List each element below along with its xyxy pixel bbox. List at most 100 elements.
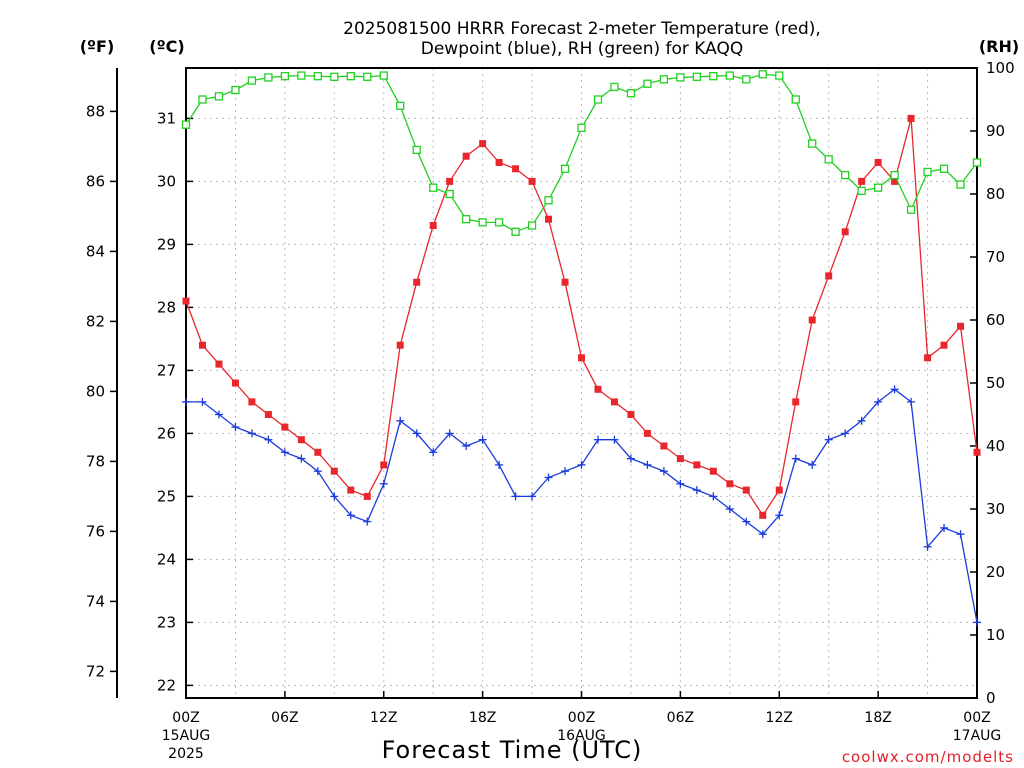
temperature-point (396, 341, 404, 349)
temperature-point (380, 461, 388, 469)
celsius-tick-label: 28 (157, 298, 176, 316)
rh-point (478, 218, 487, 227)
rh-point (939, 164, 949, 173)
x-tick-label: 12Z (766, 710, 793, 726)
rh-tick-label: 60 (986, 311, 1005, 329)
dewpoint-point (824, 435, 833, 444)
dewpoint-point (626, 454, 635, 463)
temperature-point (545, 215, 553, 223)
dewpoint-point (511, 492, 520, 501)
rh-tick-label: 100 (986, 59, 1015, 77)
temperature-point (940, 341, 948, 349)
dewpoint-point (495, 460, 504, 469)
dewpoint-point (264, 435, 273, 444)
celsius-tick-label: 23 (157, 613, 176, 631)
dewpoint-point (231, 423, 240, 432)
rh-point (758, 70, 767, 79)
rh-point (676, 73, 685, 82)
chart-title-line-1: 2025081500 HRRR Forecast 2-meter Tempera… (343, 19, 821, 39)
chart-title-line-2: Dewpoint (blue), RH (green) for KAQQ (421, 39, 744, 59)
dewpoint-point (775, 511, 784, 520)
temperature-point (726, 480, 734, 488)
rh-point (527, 221, 537, 230)
rh-point (972, 158, 982, 167)
rh-point (429, 183, 438, 192)
rh-point (412, 145, 421, 155)
dewpoint-point (198, 397, 207, 406)
celsius-tick-label: 26 (157, 424, 176, 442)
dewpoint-point (923, 542, 932, 551)
temperature-point (561, 278, 569, 286)
rh-point (247, 76, 257, 85)
rh-point (214, 92, 224, 101)
rh-point (297, 71, 306, 80)
temperature-point (742, 486, 750, 494)
rh-point (956, 180, 965, 189)
temperature-point (528, 177, 536, 185)
dewpoint-point (907, 397, 916, 406)
rh-tick-label: 50 (986, 374, 1005, 392)
source-credit: coolwx.com/modelts (842, 748, 1014, 766)
temperature-point (957, 322, 965, 330)
rh-point (511, 227, 520, 236)
fahrenheit-tick-label: 82 (86, 312, 105, 330)
temperature-point (808, 316, 816, 324)
temperature-point (891, 177, 899, 185)
temperature-point (610, 398, 618, 406)
dewpoint-point (280, 448, 289, 457)
dewpoint-point (791, 454, 800, 463)
fahrenheit-tick-label: 86 (86, 172, 105, 190)
temperature-point (479, 140, 487, 148)
dewpoint-point (890, 385, 899, 394)
rh-point (923, 167, 932, 177)
rh-point (280, 72, 290, 81)
dewpoint-line (186, 388, 978, 623)
temperature-point (874, 159, 882, 166)
rh-point (643, 79, 652, 88)
dewpoint-point (182, 397, 190, 406)
temperature-point (627, 411, 635, 418)
rh-point (791, 95, 800, 104)
rh-point (742, 75, 751, 84)
rh-point (775, 71, 784, 80)
celsius-tick-label: 29 (157, 235, 176, 253)
rh-point (610, 82, 619, 92)
dewpoint-point (544, 473, 553, 482)
dewpoint-point (643, 460, 652, 469)
dewpoint-point (940, 523, 949, 532)
rh-point (313, 72, 322, 81)
fahrenheit-tick-label: 80 (86, 382, 105, 400)
temperature-point (429, 222, 437, 229)
rh-point (461, 215, 471, 224)
temperature-point (825, 272, 833, 280)
celsius-tick-label: 27 (157, 361, 176, 379)
rh-tick-label: 40 (986, 437, 1005, 455)
dewpoint-point (874, 397, 883, 406)
dewpoint-point (478, 435, 487, 444)
x-tick-label: 16AUG (557, 728, 606, 744)
dewpoint-point (412, 429, 421, 438)
dewpoint-point (692, 486, 701, 495)
x-tick-label: 06Z (271, 710, 298, 726)
dewpoint-point (247, 429, 256, 438)
rh-point (198, 95, 207, 104)
x-tick-label: 2025 (168, 746, 204, 762)
dewpoint-point (346, 511, 355, 520)
celsius-tick-label: 31 (157, 109, 176, 127)
rh-point (873, 183, 883, 192)
dewpoint-point (561, 467, 570, 476)
rh-point (494, 218, 504, 227)
dewpoint-point (445, 429, 454, 438)
rh-point (346, 72, 355, 81)
dewpoint-point (973, 618, 981, 627)
celsius-tick-label: 24 (157, 550, 176, 568)
rh-point (264, 73, 273, 82)
temperature-point (512, 165, 520, 173)
dewpoint-point (758, 530, 767, 539)
temperature-point (182, 297, 190, 305)
rh-point (396, 101, 405, 110)
temperature-point (858, 177, 866, 185)
x-tick-label: 12Z (370, 710, 397, 726)
fahrenheit-tick-label: 88 (86, 102, 105, 120)
